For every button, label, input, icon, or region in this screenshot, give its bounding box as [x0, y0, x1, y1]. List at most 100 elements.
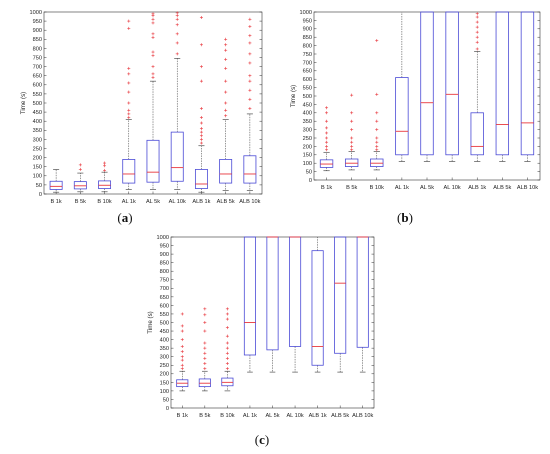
y-tick-label: 600 — [303, 77, 312, 83]
x-tick-label: B 1k — [321, 185, 332, 191]
outlier-point — [224, 66, 228, 70]
outlier-point — [248, 79, 252, 83]
y-tick-label: 950 — [33, 19, 42, 25]
outlier-point — [180, 367, 184, 371]
outlier-point — [325, 131, 329, 135]
y-tick-label: 500 — [303, 94, 312, 100]
iqr-box — [520, 11, 535, 156]
outlier-point — [199, 130, 203, 134]
outlier-point — [180, 358, 184, 362]
y-tick-label: 700 — [33, 65, 42, 71]
box-plot-alb-10k — [520, 11, 535, 162]
outlier-point — [175, 11, 179, 15]
outlier-point — [180, 355, 184, 359]
iqr-box — [146, 139, 160, 183]
outlier-point — [151, 17, 155, 21]
y-axis-label: Time (s) — [290, 85, 297, 107]
x-tick-label: AL 5k — [420, 185, 434, 191]
outlier-point — [375, 148, 379, 152]
outlier-point — [325, 111, 329, 115]
box-plot-al-1k — [122, 19, 136, 190]
outlier-point — [199, 65, 203, 69]
iqr-box — [289, 236, 302, 347]
box-plot-b-1k — [319, 106, 334, 172]
outlier-point — [225, 346, 229, 350]
y-tick-label: 300 — [33, 137, 42, 143]
plot-frame — [43, 11, 263, 195]
outlier-point — [248, 106, 252, 110]
outlier-point — [103, 168, 107, 172]
y-tick-label: 750 — [303, 52, 312, 58]
x-tick-label: AL 10k — [444, 185, 461, 191]
outlier-point — [350, 140, 354, 144]
x-tick-label: AL 1k — [243, 413, 257, 419]
outlier-point — [325, 126, 329, 130]
y-axis-label: Time (s) — [147, 311, 154, 333]
box-plot-b-5k — [73, 163, 87, 193]
outlier-point — [475, 35, 479, 39]
x-tick-label: ALB 10k — [352, 413, 373, 419]
outlier-point — [127, 90, 131, 94]
box-plot-alb-5k — [495, 11, 510, 162]
outlier-point — [175, 41, 179, 45]
y-tick-label: 600 — [33, 83, 42, 89]
y-tick-label: 150 — [33, 165, 42, 171]
iqr-box — [311, 250, 324, 366]
y-tick-label: 650 — [303, 69, 312, 75]
outlier-point — [224, 108, 228, 112]
outlier-point — [127, 19, 131, 23]
outlier-point — [127, 116, 131, 120]
outlier-point — [225, 341, 229, 345]
outlier-point — [199, 137, 203, 141]
y-tick-label: 500 — [33, 101, 42, 107]
outlier-point — [248, 61, 252, 65]
iqr-box — [122, 159, 136, 184]
outlier-point — [350, 93, 354, 97]
outlier-point — [475, 25, 479, 29]
y-tick-label: 0 — [166, 406, 169, 412]
outlier-point — [78, 163, 82, 167]
outlier-point — [375, 39, 379, 43]
outlier-point — [127, 72, 131, 76]
x-tick-label: ALB 1k — [192, 199, 210, 205]
outlier-point — [375, 92, 379, 96]
outlier-point — [175, 23, 179, 27]
iqr-box — [194, 169, 208, 189]
y-tick-label: 900 — [33, 28, 42, 34]
x-tick-label: ALB 10k — [517, 185, 538, 191]
outlier-point — [127, 66, 131, 70]
outlier-point — [127, 112, 131, 116]
y-tick-label: 250 — [303, 136, 312, 142]
y-tick-label: 300 — [303, 128, 312, 134]
outlier-point — [325, 136, 329, 140]
y-tick-label: 150 — [303, 153, 312, 159]
y-tick-label: 450 — [33, 110, 42, 116]
outlier-point — [475, 40, 479, 44]
outlier-point — [350, 144, 354, 148]
panel-label: (c) — [255, 432, 269, 447]
outlier-point — [224, 114, 228, 118]
outlier-point — [180, 324, 184, 328]
y-tick-label: 700 — [160, 286, 169, 292]
outlier-point — [127, 101, 131, 105]
y-tick-label: 950 — [160, 243, 169, 249]
iqr-box — [334, 236, 347, 354]
box-plot-al-10k — [289, 236, 302, 373]
y-tick-label: 400 — [33, 119, 42, 125]
y-tick-label: 550 — [160, 312, 169, 318]
outlier-point — [248, 88, 252, 92]
outlier-point — [225, 356, 229, 360]
y-tick-label: 800 — [33, 46, 42, 52]
outlier-point — [325, 140, 329, 144]
y-tick-label: 350 — [303, 119, 312, 125]
outlier-point — [350, 148, 354, 152]
box-plot-al-10k — [170, 11, 184, 190]
x-tick-label: AL 1k — [395, 185, 409, 191]
outlier-point — [225, 362, 229, 366]
outlier-point — [203, 307, 207, 311]
y-axis-label: Time (s) — [20, 92, 27, 114]
box-plot-alb-1k — [194, 15, 208, 193]
outlier-point — [203, 313, 207, 317]
iqr-box — [356, 236, 369, 348]
box-plot-al-1k — [395, 12, 409, 162]
